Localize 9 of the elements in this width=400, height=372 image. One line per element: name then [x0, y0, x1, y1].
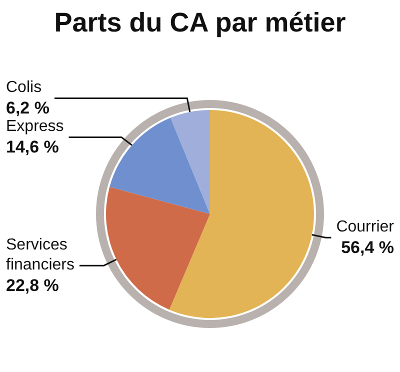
- slice-label: Express: [6, 118, 64, 136]
- data-label: 14,6 %: [6, 138, 59, 157]
- slice-label: Courrier: [336, 218, 395, 236]
- data-label: 6,2 %: [6, 98, 50, 118]
- chart-title: Parts du CA par métier: [54, 8, 346, 38]
- slice-label: Colis: [6, 79, 42, 96]
- data-label: 22,8 %: [6, 276, 59, 296]
- data-label: 56,4 %: [341, 238, 394, 258]
- slice-label: Services financiers: [6, 236, 74, 274]
